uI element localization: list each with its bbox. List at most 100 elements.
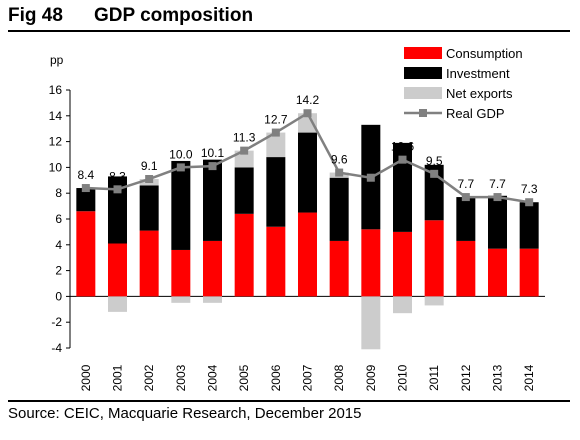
real-gdp-label-2013: 7.7 [489,177,506,191]
chart-legend: Consumption Investment Net exports Real GDP [404,46,523,121]
x-tick-label: 2009 [364,364,378,391]
real-gdp-point-2003 [176,163,185,172]
y-tick-label: 8 [55,186,62,200]
source-note: Source: CEIC, Macquarie Research, Decemb… [8,405,362,422]
bar-investment-2006 [266,157,286,227]
bar-consumption-2002 [139,230,159,297]
real-gdp-label-2006: 12.7 [264,113,288,127]
real-gdp-point-2011 [430,169,439,178]
data-labels: 8.4 8.3 9.1 10.0 10.1 11.3 12.7 14.2 9.6 9.2 10.6 9… [77,93,537,196]
real-gdp-label-2010: 10.6 [391,140,415,154]
real-gdp-label-2002: 9.1 [141,159,158,173]
real-gdp-point-2008 [335,168,344,177]
x-tick-label: 2005 [237,364,251,391]
bar-investment-2004 [203,159,222,241]
y-tick-label: 0 [55,289,62,303]
x-tick-label: 2012 [459,364,473,391]
bar-investment-2010 [393,142,412,232]
x-tick-label: 2013 [491,364,505,391]
bar-net-exports-2001 [108,296,127,312]
bar-consumption-2000 [76,211,96,297]
bar-investment-2014 [519,202,539,249]
real-gdp-label-2001: 8.3 [109,169,126,183]
legend-label-consumption: Consumption [446,46,523,61]
bar-consumption-2008 [329,240,349,297]
legend-marker-real-gdp [419,109,427,117]
real-gdp-point-2006 [271,128,280,137]
bar-investment-2001 [108,176,127,244]
bar-consumption-2001 [108,243,127,297]
real-gdp-label-2012: 7.7 [457,177,474,191]
bar-investment-2005 [234,167,254,214]
x-tick-label: 2008 [332,364,346,391]
real-gdp-point-2009 [366,173,375,182]
bar-consumption-2006 [266,226,286,297]
real-gdp-point-2013 [493,193,502,202]
x-tick-label: 2011 [427,365,441,391]
y-tick-label: 12 [49,135,63,149]
bar-investment-2002 [139,185,159,231]
figure-number: Fig 48 [8,5,63,26]
bar-net-exports-2010 [393,296,412,314]
bar-investment-2012 [456,197,476,241]
bar-net-exports-2006 [266,132,286,158]
y-tick-label: 10 [49,160,63,174]
real-gdp-label-2007: 14.2 [296,93,320,107]
real-gdp-point-2007 [303,109,312,118]
x-tick-label: 2014 [522,364,536,391]
real-gdp-point-2012 [461,193,470,202]
bar-investment-2000 [76,188,96,212]
bar-investment-2008 [329,177,349,241]
bar-net-exports-2007 [298,113,317,133]
bar-consumption-2009 [361,229,381,297]
title-rule [8,30,570,32]
real-gdp-point-2002 [145,175,154,184]
legend-swatch-consumption [404,47,442,59]
real-gdp-label-2011: 9.5 [426,154,443,168]
bar-consumption-2013 [488,248,507,297]
legend-label-real-gdp: Real GDP [446,106,505,121]
bar-investment-2007 [298,132,317,213]
y-axis-label: pp [50,53,64,67]
bar-consumption-2010 [393,231,412,297]
figure-title: Fig 48 GDP composition [8,5,253,27]
x-tick-label: 2004 [206,364,220,391]
x-tick-label: 2010 [396,364,410,391]
y-tick-label: 16 [49,83,63,97]
figure-name: GDP composition [94,5,254,26]
real-gdp-point-2014 [525,198,534,207]
x-tick-label: 2006 [269,364,283,391]
real-gdp-line [81,109,534,207]
bar-consumption-2005 [234,213,254,297]
real-gdp-label-2003: 10.0 [169,147,193,161]
bar-consumption-2011 [424,220,444,297]
x-tick-label: 2000 [79,364,93,391]
bar-net-exports-2004 [203,296,222,303]
y-tick-label: 14 [49,109,63,123]
bar-net-exports-2011 [424,296,444,306]
bar-consumption-2004 [203,240,222,297]
bar-consumption-2007 [298,212,317,297]
legend-swatch-investment [404,67,442,79]
bar-net-exports-2009 [361,296,381,350]
legend-label-net-exports: Net exports [446,86,513,101]
y-tick-label: -4 [51,341,62,355]
y-tick-label: -2 [51,315,62,329]
chart-bars [76,113,539,350]
x-tick-label: 2003 [174,364,188,391]
real-gdp-point-2010 [398,155,407,164]
x-tick-label: 2007 [301,364,315,391]
x-tick-label: 2001 [111,364,125,391]
bar-net-exports-2005 [234,150,254,168]
source-rule [8,400,570,402]
legend-label-investment: Investment [446,66,510,81]
real-gdp-label-2009: 9.2 [362,158,379,172]
real-gdp-point-2004 [208,162,217,171]
real-gdp-label-2014: 7.3 [521,182,538,196]
gdp-composition-chart: -4 -2 0 2 4 6 8 10 12 14 16 pp 2000 2001 2002 2003 2004 2… [49,46,545,391]
real-gdp-point-2005 [240,146,249,155]
y-tick-label: 6 [55,212,62,226]
real-gdp-point-2000 [81,184,90,193]
real-gdp-label-2008: 9.6 [331,153,348,167]
x-tick-label: 2002 [142,364,156,391]
